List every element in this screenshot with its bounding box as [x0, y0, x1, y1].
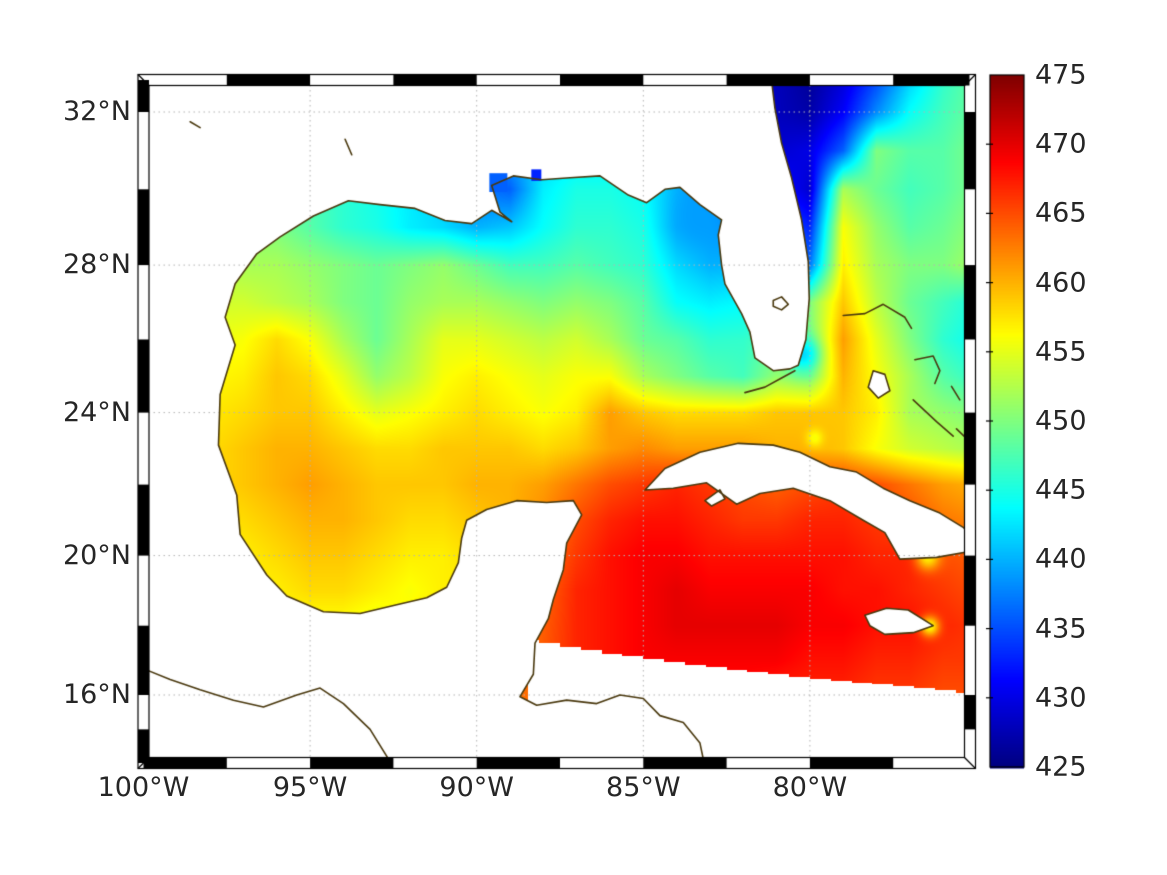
lat-tick-label: 20°N	[62, 539, 131, 571]
colorbar-tick-label: 435	[1035, 613, 1087, 645]
colorbar-tick-label: 425	[1035, 751, 1087, 783]
lat-tick-label: 24°N	[62, 396, 131, 428]
lat-tick-label: 32°N	[62, 95, 131, 127]
colorbar-tick-label: 455	[1035, 336, 1087, 368]
lon-tick-label: 100°W	[97, 772, 190, 803]
lon-tick-label: 95°W	[272, 772, 348, 803]
colorbar-tick-label: 475	[1035, 59, 1087, 91]
colorbar-tick-label: 465	[1035, 197, 1087, 229]
colorbar-tick-label: 450	[1035, 405, 1087, 437]
colorbar-tick-label: 430	[1035, 682, 1087, 714]
lon-tick-label: 85°W	[606, 772, 681, 803]
colorbar-tick-label: 470	[1035, 128, 1087, 160]
lon-tick-label: 80°W	[772, 772, 848, 803]
colorbar-tick-label: 460	[1035, 267, 1087, 299]
colorbar-tick-label: 445	[1035, 474, 1087, 506]
lat-tick-label: 28°N	[62, 249, 131, 281]
colorbar-tick-label: 440	[1035, 543, 1087, 575]
lat-tick-label: 16°N	[62, 678, 131, 710]
lon-tick-label: 90°W	[439, 772, 514, 803]
